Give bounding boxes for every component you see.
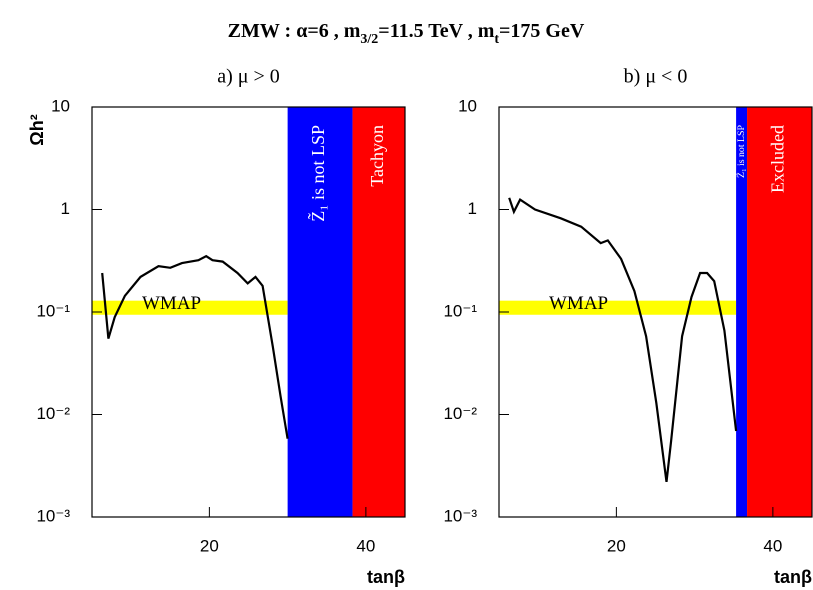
wmap-label: WMAP xyxy=(142,293,201,314)
subtitle: a) μ > 0 xyxy=(217,66,280,88)
x-tick-label: 20 xyxy=(607,536,626,555)
x-tick-label: 20 xyxy=(200,536,219,555)
y-tick-label: 10⁻¹ xyxy=(36,301,70,320)
x-axis-label: tanβ xyxy=(367,567,405,587)
wmap-band xyxy=(499,300,737,315)
x-axis-label: tanβ xyxy=(774,567,812,587)
title-part: t xyxy=(494,32,499,47)
wmap-label: WMAP xyxy=(549,293,608,314)
y-tick-label: 10⁻³ xyxy=(443,506,477,525)
y-tick-label: 10⁻¹ xyxy=(443,301,477,320)
excluded-band xyxy=(352,107,405,517)
title-part: ZMW : α=6 , m xyxy=(228,20,361,42)
band-label: Tachyon xyxy=(367,125,387,187)
band-label: Z̃₁ is not LSP xyxy=(734,124,747,177)
line xyxy=(101,254,289,439)
wmap-band xyxy=(92,300,288,315)
y-tick-label: 10⁻³ xyxy=(36,506,70,525)
y-axis-label: Ωh² xyxy=(27,114,47,145)
band-label: Z̃₁ is not LSP xyxy=(307,125,329,222)
band-label: Excluded xyxy=(768,125,788,193)
excluded-band xyxy=(287,107,353,517)
y-tick-label: 1 xyxy=(468,199,477,218)
y-tick-label: 10 xyxy=(51,96,70,115)
chart-title: ZMW : α=6 , m3/2=11.5 TeV , mt=175 GeV xyxy=(228,20,585,47)
x-tick-label: 40 xyxy=(356,536,375,555)
excluded-band xyxy=(747,107,812,517)
y-tick-label: 10 xyxy=(458,96,477,115)
excluded-band xyxy=(736,107,748,517)
x-tick-label: 40 xyxy=(763,536,782,555)
line xyxy=(508,197,738,483)
subtitle: b) μ < 0 xyxy=(624,66,688,88)
title-part: 3/2 xyxy=(360,32,378,47)
y-tick-label: 10⁻² xyxy=(36,404,70,423)
title-part: =175 GeV xyxy=(499,20,585,42)
y-tick-label: 1 xyxy=(61,199,70,218)
title-part: =11.5 TeV , m xyxy=(378,20,494,42)
y-tick-label: 10⁻² xyxy=(443,404,477,423)
